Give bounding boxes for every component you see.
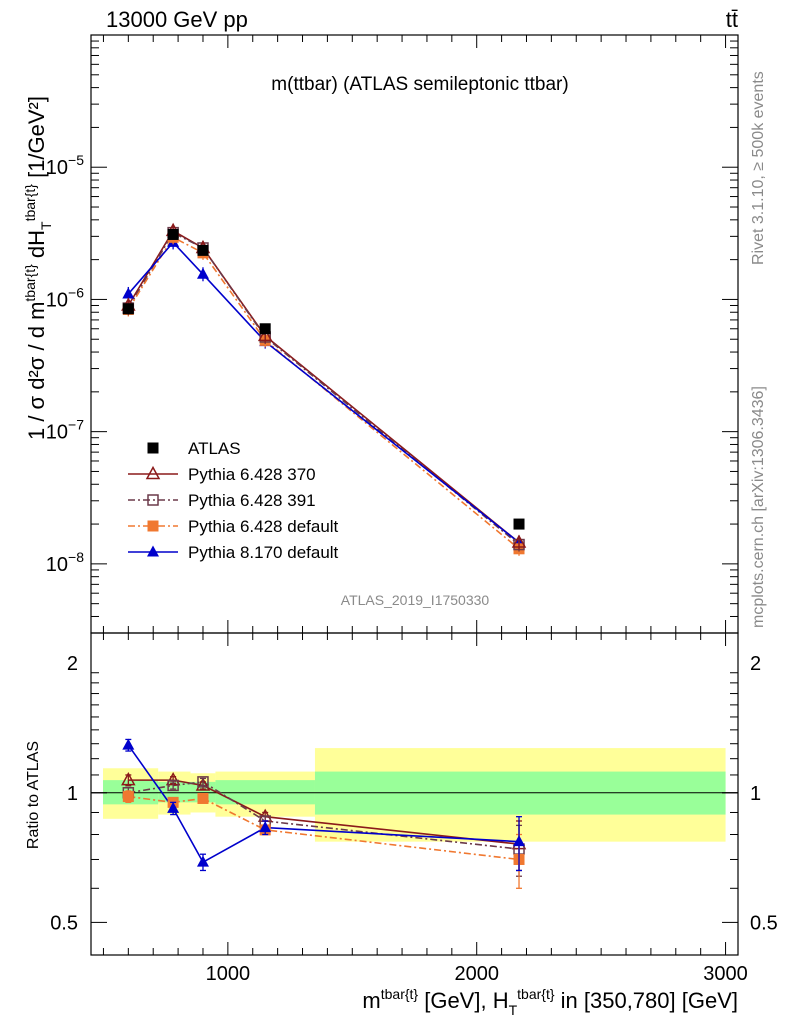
- legend-label-atlas: ATLAS: [188, 439, 241, 458]
- y-axis-label-ratio: Ratio to ATLAS: [25, 741, 42, 849]
- y-tick-label: 10−7: [46, 417, 84, 444]
- y-tick-label: 10−8: [46, 549, 84, 576]
- legend-marker-atlas: [147, 442, 159, 454]
- y-tick-label: 2: [67, 653, 78, 675]
- mcplots-credit-text: mcplots.cern.ch [arXiv:1306.3436]: [750, 386, 767, 628]
- y-tick-label: 10−5: [46, 152, 84, 179]
- y-tick-label: 0.5: [50, 912, 78, 934]
- data-point-atlas: [167, 228, 179, 240]
- ratio-point-pythia-6-428-370: [121, 772, 136, 786]
- ratio-series-markers: [121, 738, 527, 889]
- y-tick-label: 1: [67, 783, 78, 805]
- band-inner: [190, 781, 216, 803]
- data-point-atlas: [513, 518, 525, 530]
- ratio-point-pythia-6-428-default: [197, 792, 209, 804]
- y-tick-label: 0.5: [750, 912, 778, 934]
- analysis-id: ATLAS_2019_I1750330: [341, 592, 490, 608]
- legend-marker-pythia-6-428-370: [145, 465, 161, 480]
- data-point-atlas: [259, 323, 271, 335]
- band-inner: [215, 780, 315, 805]
- legend-label-pythia-6-428-391: Pythia 6.428 391: [188, 491, 316, 510]
- main-x-ticks: [102, 35, 727, 633]
- plot-title: m(ttbar) (ATLAS semileptonic ttbar): [271, 74, 568, 95]
- x-axis-label: mtbar{t} [GeV], HTtbar{t} in [350,780] […: [362, 986, 738, 1018]
- y-tick-label: 10−6: [46, 284, 84, 311]
- legend-marker-pythia-8-170-default: [147, 545, 159, 557]
- ratio-point-pythia-8-170-default: [167, 801, 180, 813]
- series-line-pythia-6-428-default: [127, 236, 520, 550]
- data-point-pythia-6-428-370: [257, 327, 273, 342]
- legend: ATLAS Pythia 6.428 370 Pythia 6.428 391 Pyt…: [128, 439, 339, 562]
- ratio-y-ticks: 0.5 0.5 1 1 2 2: [50, 653, 778, 934]
- ratio-point-pythia-8-170-default: [513, 835, 526, 847]
- data-point-pythia-8-170-default: [122, 287, 135, 299]
- data-point-pythia-8-170-default: [196, 267, 209, 279]
- x-tick-label: 3000: [703, 963, 748, 985]
- y-axis-label-main: 1 / σ d²σ / d mtbar{t} dHTtbar{t} [1/GeV…: [22, 96, 54, 440]
- main-y-ticks: 10−8 10−7 10−6 10−5: [46, 40, 738, 634]
- band-inner: [158, 781, 191, 803]
- data-point-atlas: [122, 303, 134, 315]
- main-panel: 10−8 10−7 10−6 10−5 m(ttbar) (ATLAS semilep…: [22, 34, 739, 634]
- header-right: tt̄: [726, 7, 738, 32]
- legend-label-pythia-8-170-default: Pythia 8.170 default: [188, 543, 339, 562]
- rivet-version-text: Rivet 3.1.10, ≥ 500k events: [750, 71, 767, 265]
- legend-label-pythia-6-428-default: Pythia 6.428 default: [188, 517, 339, 536]
- y-tick-label: 2: [750, 653, 761, 675]
- ratio-point-pythia-8-170-default: [122, 738, 135, 750]
- legend-label-pythia-6-428-370: Pythia 6.428 370: [188, 465, 316, 484]
- ratio-x-ticks: 1000 2000 3000: [102, 633, 748, 985]
- ratio-panel: 1000 2000 3000 0.5 0.5 1 1 2 2 Ratio to ATLAS: [25, 632, 778, 985]
- ratio-point-pythia-6-428-default: [122, 791, 134, 803]
- ratio-frame: [90, 632, 739, 956]
- ratio-point-pythia-8-170-default: [196, 855, 209, 867]
- x-tick-label: 2000: [454, 963, 499, 985]
- legend-marker-pythia-6-428-default: [147, 520, 159, 532]
- ratio-point-pythia-6-428-391: [167, 779, 179, 792]
- x-tick-label: 1000: [206, 963, 251, 985]
- legend-marker-pythia-6-428-391: [147, 494, 159, 506]
- ratio-point-pythia-6-428-370: [195, 777, 211, 791]
- data-point-pythia-6-428-370: [511, 534, 527, 548]
- ratio-point-pythia-8-170-default: [259, 821, 272, 833]
- ratio-point-pythia-6-428-391: [197, 776, 209, 788]
- main-series-markers: [121, 222, 527, 556]
- header-left: 13000 GeV pp: [106, 7, 248, 32]
- data-point-atlas: [197, 244, 209, 256]
- y-tick-label: 1: [750, 783, 761, 805]
